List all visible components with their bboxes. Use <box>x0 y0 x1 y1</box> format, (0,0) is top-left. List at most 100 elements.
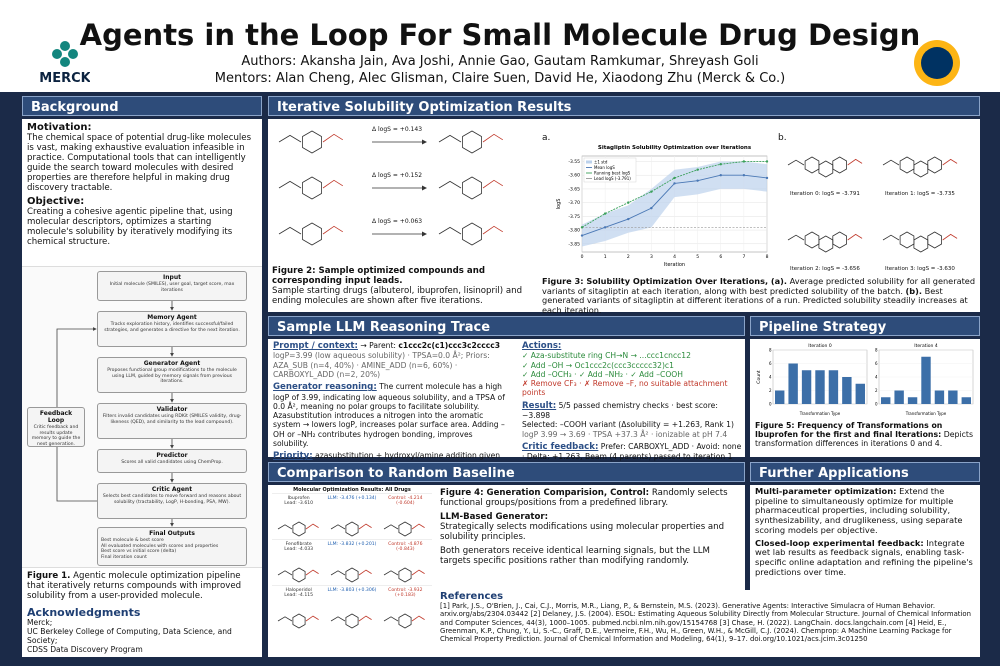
molecule-bond <box>358 569 372 576</box>
trace-left: Prompt / context: → Parent: c1ccc2c(c1)c… <box>273 341 509 471</box>
series-point <box>765 176 769 180</box>
series-point <box>580 226 584 229</box>
molecule-ring <box>345 521 359 537</box>
figure-2 <box>278 130 504 246</box>
section-heading: Pipeline Strategy <box>750 316 980 336</box>
molecule-bond <box>847 158 863 166</box>
legend-label: ±1 std <box>594 160 608 165</box>
output-item: Best score vs initial score (delta) <box>101 549 177 555</box>
x-tick-label: 0 <box>581 254 584 260</box>
result: Result: 5/5 passed chemistry checks · be… <box>522 401 742 421</box>
legend-swatch <box>586 160 592 164</box>
molecule-ring <box>345 613 359 629</box>
figure-1: Input Initial molecule (SMILES), user goa… <box>22 266 262 568</box>
action: ✓ Add –OCH₃ · ✓ Add –NH₂ · ✓ Add –COOH <box>522 369 683 379</box>
section-heading: Background <box>22 96 262 116</box>
bar <box>855 383 865 404</box>
text: Prefer: CARBOXYL_ADD · Avoid: none · Del… <box>522 441 742 462</box>
delta-label: Δ logS = +0.152 <box>372 172 423 179</box>
application-heading: Closed-loop experimental feedback: <box>755 537 924 548</box>
logo-text: MERCK <box>40 71 90 86</box>
caption-label: Figure 2: Sample optimized compounds and… <box>272 266 485 287</box>
panel-label: b. <box>778 133 787 143</box>
molecule-bond <box>882 159 900 166</box>
std-band <box>651 169 675 228</box>
node-title: Input <box>163 274 181 281</box>
panel-label: a. <box>542 133 551 143</box>
caption-label: Figure 3: Solubility Optimization Over I… <box>542 276 788 286</box>
molecule-ring <box>398 613 412 629</box>
table-cell: Haloperidol Lead: -4.115 <box>284 588 314 598</box>
application-text: Integrate wet lab results as feedback si… <box>755 537 973 577</box>
y-tick-label: 2 <box>769 388 772 393</box>
caption-text: Depicts transformation differences in it… <box>755 430 974 449</box>
figure-caption: Figure 4: Generation Comparision, Contro… <box>440 488 740 508</box>
x-axis-label: Iteration <box>664 262 685 268</box>
series-point <box>673 182 676 185</box>
molecule-bond <box>942 233 958 241</box>
section-heading: Sample LLM Reasoning Trace <box>268 316 745 336</box>
node-text: Tracks exploration history, identifies s… <box>104 322 240 333</box>
node-title: Critic Agent <box>151 486 193 493</box>
molecule-bond <box>787 159 805 166</box>
series-point <box>603 226 607 229</box>
bar <box>934 390 945 404</box>
bar <box>894 390 904 404</box>
molecule-bond <box>847 233 863 241</box>
molecule-bond <box>438 180 462 189</box>
molecule-bond <box>277 570 293 576</box>
molecule-ring <box>804 156 820 174</box>
trace-heading: Actions: <box>522 341 562 351</box>
output-item: Best molecule & best score <box>101 538 164 544</box>
y-tick-label: 0 <box>875 401 878 406</box>
node-text: Proposes functional group modifications … <box>107 368 237 385</box>
molecule-row <box>277 567 425 583</box>
bar <box>815 370 825 404</box>
molecule-row <box>277 613 425 629</box>
y-tick-label: 0 <box>769 401 772 406</box>
application-heading: Multi-parameter optimization: <box>755 486 897 496</box>
molecule-bond <box>277 616 293 622</box>
series-line <box>581 161 767 228</box>
arrow-head <box>422 185 427 191</box>
series-point <box>673 176 676 180</box>
series-point <box>696 168 699 171</box>
node-title: Generator Agent <box>143 360 201 367</box>
logo-dot <box>68 49 78 59</box>
molecule-ring <box>302 222 322 246</box>
x-tick-label: 8 <box>766 254 769 260</box>
y-tick-label: 4 <box>769 374 772 379</box>
bar <box>881 397 891 404</box>
node-text: Selects best candidates to move forward … <box>102 494 242 505</box>
molecule-bond <box>358 523 372 530</box>
application-text: Extend the pipeline to simultaneously op… <box>755 486 963 535</box>
motivation: Motivation: The chemical space of potent… <box>27 122 259 247</box>
acknowledgments: Acknowledgments Merck; UC Berkeley Colle… <box>27 606 259 655</box>
application: Closed-loop experimental feedback: Integ… <box>755 537 977 578</box>
iteration-label: Iteration 3: logS = -3.630 <box>885 266 955 272</box>
reference-item: [4] Heid, E., Greenman, K.P., Chung, Y.,… <box>440 618 952 644</box>
subheading: Acknowledgments <box>27 606 141 619</box>
chart-title: Sitagliptin Solubility Optimization over… <box>598 145 752 151</box>
molecule-ring <box>302 176 322 200</box>
berkeley-seal <box>914 40 960 86</box>
molecule-bond <box>330 616 346 622</box>
action: ✗ Remove CF₃ · ✗ Remove –F, no suitable … <box>522 379 728 398</box>
feedback-node: Feedback Loop Critic feedback and results… <box>27 407 85 447</box>
molecule-bond <box>411 523 425 530</box>
molecule-bond <box>482 133 504 143</box>
molecule-ring <box>832 231 847 249</box>
molecule-ring <box>818 160 834 178</box>
table-row: Ibuprofen Lead: -3.610 LLM: -3.476 (+0.13… <box>272 493 432 545</box>
figure-3b <box>787 156 958 253</box>
caption-text: Randomly selects functional groups/posit… <box>440 488 728 509</box>
caption-label: Figure 1. <box>27 571 71 581</box>
arrow-head <box>422 139 427 145</box>
flow-node: Critic Agent Selects best candidates to m… <box>97 483 247 519</box>
smiles: c1ccc2c(c1)ccc3c2cccc3 <box>398 341 501 350</box>
x-tick-label: 7 <box>742 254 745 260</box>
table-cell: LLM: -3.803 (+0.306) <box>327 588 377 593</box>
molecule-bond <box>330 524 346 530</box>
flow-node: Input Initial molecule (SMILES), user goa… <box>97 271 247 301</box>
y-tick-label: -3.80 <box>568 228 580 234</box>
